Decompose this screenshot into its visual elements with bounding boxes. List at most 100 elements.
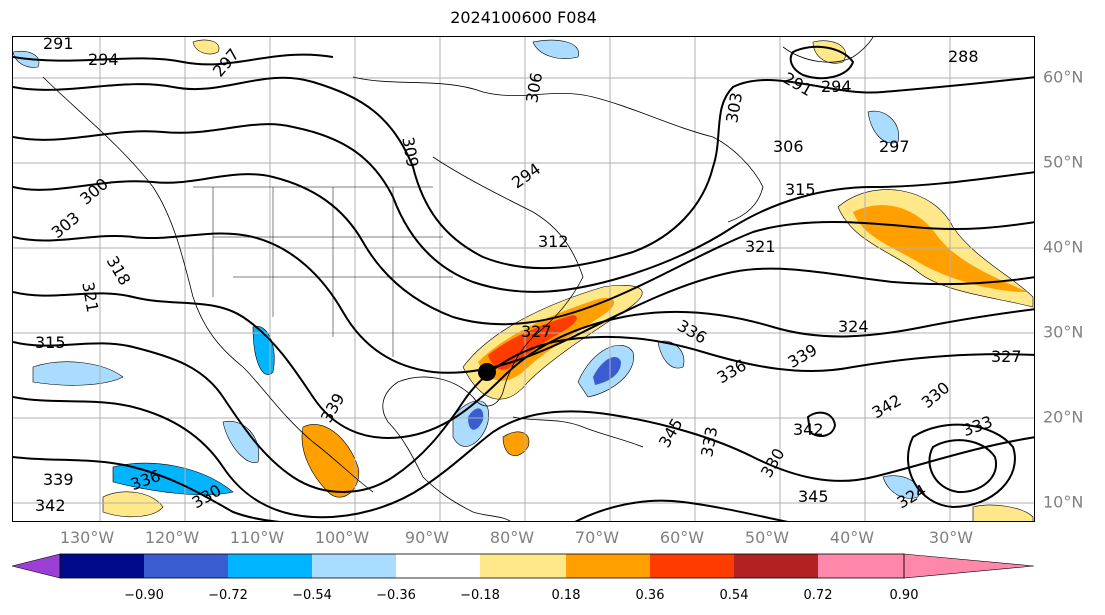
colorbar-segment bbox=[312, 554, 396, 578]
contour-line bbox=[13, 123, 1034, 293]
contour-label: 321 bbox=[78, 280, 102, 313]
shaded-field-layer bbox=[13, 39, 1034, 521]
latitude-label: 10°N bbox=[1043, 492, 1084, 512]
contour-label: 339 bbox=[317, 390, 349, 426]
longitude-label: 80°W bbox=[489, 528, 535, 547]
colorbar-segment bbox=[228, 554, 312, 578]
contour-label: 327 bbox=[521, 322, 552, 341]
longitude-label: 70°W bbox=[574, 528, 620, 547]
colorbar-segment bbox=[480, 554, 566, 578]
contour-label: 306 bbox=[522, 71, 546, 104]
contour-label: 291 bbox=[780, 68, 816, 100]
coastline-caribbean bbox=[512, 416, 644, 448]
colorbar-outline bbox=[59, 553, 905, 579]
longitude-label: 100°W bbox=[314, 528, 370, 547]
map-panel: 291 294 297 288 291 294 297 303 306 315 … bbox=[12, 36, 1035, 522]
blue-anomaly-east bbox=[882, 475, 920, 499]
contour-label: 300 bbox=[76, 174, 112, 208]
contour-label: 294 bbox=[88, 50, 119, 69]
longitude-label: 30°W bbox=[928, 528, 974, 547]
colorbar-tick: −0.18 bbox=[460, 588, 500, 603]
latitude-label: 20°N bbox=[1043, 407, 1084, 427]
coastline-north-america-east bbox=[382, 156, 584, 478]
contour-label: 324 bbox=[838, 317, 869, 336]
contour-layer bbox=[13, 45, 1034, 521]
latitude-label: 60°N bbox=[1043, 67, 1084, 87]
blue-anomaly-atlantic-core bbox=[593, 357, 621, 385]
colorbar-tick: −0.90 bbox=[124, 588, 164, 603]
blue-anomaly-pacific-2 bbox=[222, 420, 260, 464]
latitude-label: 30°N bbox=[1043, 322, 1084, 342]
colorbar bbox=[11, 553, 1035, 579]
state-borders bbox=[193, 186, 453, 357]
latitude-label: 50°N bbox=[1043, 152, 1084, 172]
contour-closed-small bbox=[806, 411, 837, 438]
coastline-north-america-west bbox=[42, 76, 374, 493]
orange-anomaly-southwest bbox=[102, 491, 164, 518]
colorbar-segment bbox=[566, 554, 650, 578]
colorbar-segment bbox=[60, 554, 144, 578]
blue-anomaly-top bbox=[532, 39, 579, 59]
blue-anomaly-central-atlantic bbox=[657, 340, 685, 369]
blue-anomaly-west bbox=[32, 361, 124, 386]
contour-label: 318 bbox=[103, 253, 135, 289]
colorbar-tick: −0.72 bbox=[208, 588, 248, 603]
contour-line bbox=[13, 53, 334, 66]
orange-anomaly-top bbox=[192, 39, 220, 55]
contour-label: 342 bbox=[35, 496, 66, 515]
contour-label: 303 bbox=[722, 91, 746, 124]
map-canvas: 291 294 297 288 291 294 297 303 306 315 … bbox=[13, 37, 1034, 521]
contour-line bbox=[574, 499, 789, 521]
longitude-label: 60°W bbox=[659, 528, 705, 547]
colorbar-tick: 0.36 bbox=[635, 588, 665, 603]
orange-anomaly-caribbean bbox=[502, 431, 530, 456]
contour-label: 333 bbox=[960, 412, 995, 440]
longitude-label: 110°W bbox=[229, 528, 285, 547]
coastline-layer bbox=[42, 37, 874, 521]
contour-label: 345 bbox=[798, 487, 829, 506]
contour-label: 336 bbox=[674, 316, 710, 348]
contour-label: 294 bbox=[821, 77, 852, 96]
contour-label: 330 bbox=[757, 445, 789, 481]
contour-label: 315 bbox=[785, 180, 816, 199]
colorbar-tick: 0.72 bbox=[803, 588, 833, 603]
orange-anomaly-far-right bbox=[972, 504, 1034, 521]
contour-label: 294 bbox=[508, 159, 544, 192]
contour-label: 339 bbox=[785, 340, 821, 372]
contour-label: 333 bbox=[697, 425, 721, 458]
contour-label: 288 bbox=[948, 47, 979, 66]
latitude-label: 40°N bbox=[1043, 237, 1084, 257]
colorbar-tick: 0.90 bbox=[889, 588, 919, 603]
blue-anomaly-north-atlantic bbox=[867, 110, 900, 144]
longitude-label: 120°W bbox=[144, 528, 200, 547]
longitude-label: 40°W bbox=[829, 528, 875, 547]
contour-label: 342 bbox=[793, 420, 824, 439]
blue-anomaly-pacific bbox=[112, 462, 234, 496]
contour-label: 321 bbox=[745, 237, 776, 256]
colorbar-segment bbox=[818, 554, 904, 578]
contour-label: 315 bbox=[35, 333, 66, 352]
colorbar-tick: −0.36 bbox=[376, 588, 416, 603]
contour-line bbox=[13, 335, 1034, 493]
contour-label: 327 bbox=[991, 347, 1022, 366]
coastline-canada-arctic bbox=[352, 76, 764, 223]
contour-label: 339 bbox=[43, 470, 74, 489]
contour-label: 297 bbox=[879, 137, 910, 156]
contour-label: 330 bbox=[918, 378, 954, 412]
colorbar-extend-right bbox=[903, 553, 1035, 579]
storm-center-marker bbox=[478, 363, 496, 381]
contour-line bbox=[13, 396, 1034, 519]
contour-line bbox=[13, 173, 1034, 326]
colorbar-segment bbox=[650, 554, 734, 578]
colorbar-segment bbox=[144, 554, 228, 578]
contour-line bbox=[13, 291, 1034, 439]
colorbar-tick: −0.54 bbox=[292, 588, 332, 603]
contour-line bbox=[13, 456, 282, 521]
contour-label: 309 bbox=[398, 135, 422, 168]
contour-line bbox=[13, 76, 1034, 270]
contour-closed-high bbox=[907, 423, 1016, 509]
contour-label: 312 bbox=[538, 232, 569, 251]
longitude-label: 50°W bbox=[744, 528, 790, 547]
contour-label: 336 bbox=[714, 356, 750, 388]
longitude-label: 130°W bbox=[59, 528, 115, 547]
